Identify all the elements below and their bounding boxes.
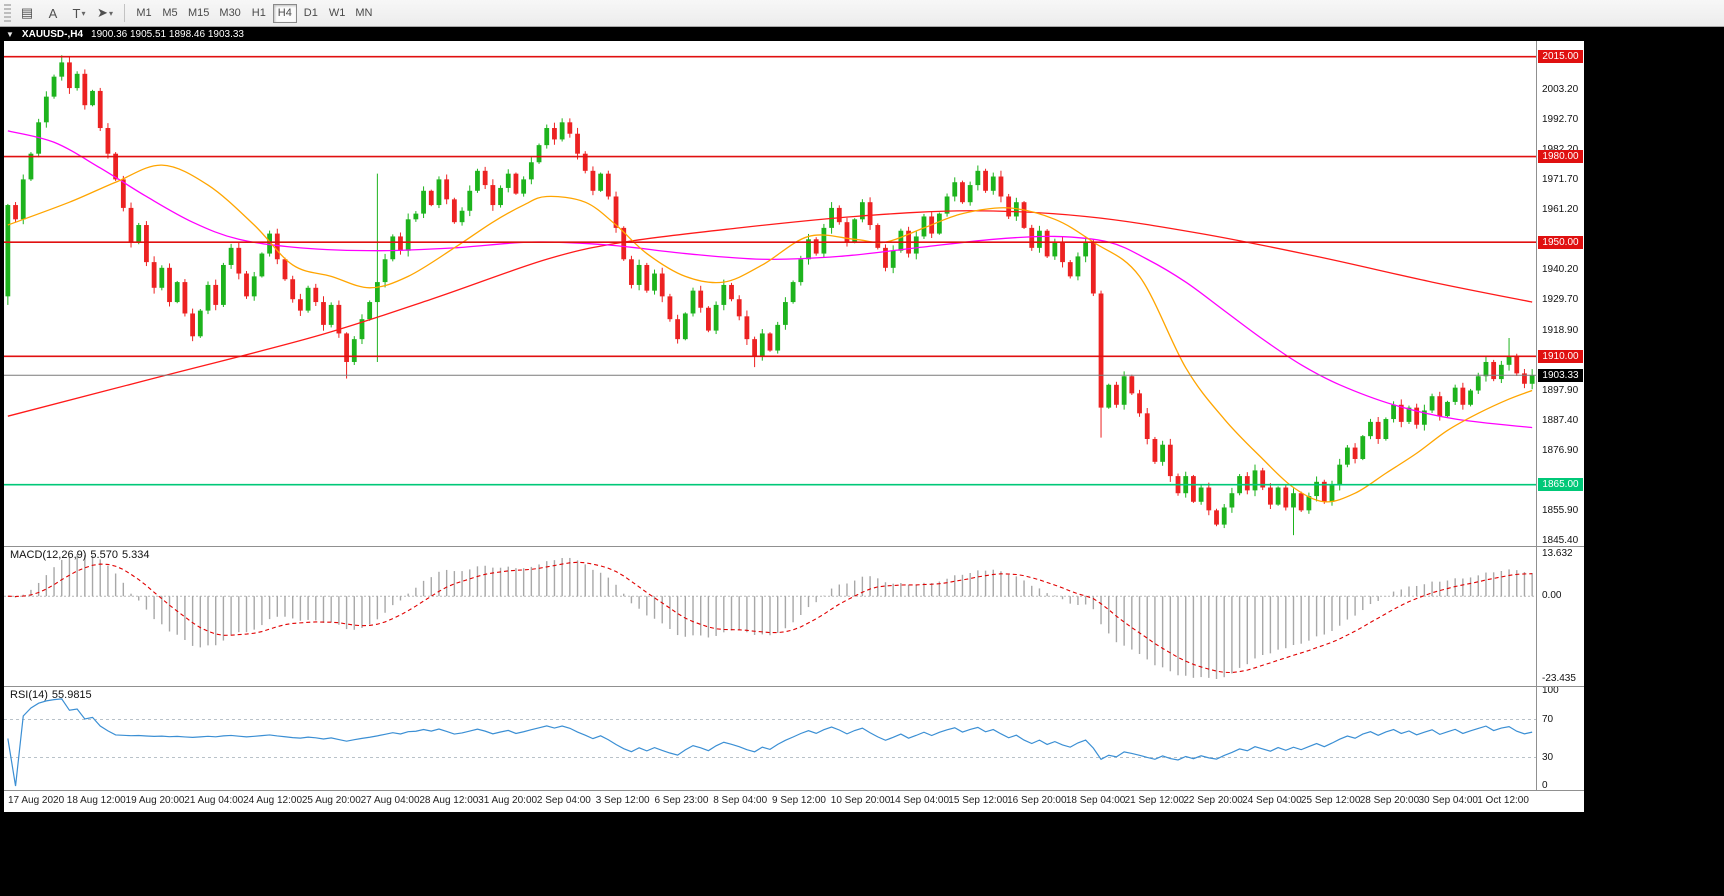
time-axis[interactable]: 17 Aug 2020 18 Aug 12:00 19 Aug 20:00 21 Au…	[4, 790, 1584, 812]
timeframe-button-w1[interactable]: W1	[328, 6, 346, 19]
rsi-axis[interactable]: 100 70 30 0	[1536, 686, 1584, 790]
macd-min-label: -23.435	[1542, 673, 1576, 684]
price-tick-label: 1940.20	[1542, 264, 1579, 276]
price-tick-label: 1971.70	[1542, 174, 1579, 186]
time-tick-label: 16 Sep 20:00	[1007, 795, 1067, 806]
time-tick-label: 3 Sep 12:00	[595, 795, 650, 806]
timeframes-group: M1 M5 M15 M30 H1 H4 D1 W1 MN	[131, 3, 377, 23]
macd-axis[interactable]: 13.632 0.00 -23.435	[1536, 546, 1584, 686]
current-price-tag: 1903.33	[1538, 368, 1583, 382]
rsi-panel[interactable]: RSI(14) 55.9815	[4, 686, 1536, 790]
time-tick-label: 21 Sep 12:00	[1124, 795, 1185, 806]
dropdown-caret-icon: ▾	[108, 8, 113, 18]
price-tick-label: 1961.20	[1542, 204, 1579, 216]
line-price-tag: 2015.00	[1538, 50, 1583, 64]
macd-label: MACD(12,26,9) 5.570 5.334	[10, 549, 150, 561]
rsi-100-label: 100	[1542, 686, 1559, 696]
time-tick-label: 28 Aug 12:00	[419, 795, 479, 806]
main-price-chart[interactable]	[4, 41, 1536, 546]
time-tick-label: 28 Sep 20:00	[1359, 795, 1420, 806]
price-tick-label: 1876.90	[1542, 444, 1579, 456]
chart-ohlc-readout: 1900.36 1905.51 1898.46 1903.33	[91, 29, 244, 40]
macd-chart[interactable]	[4, 547, 1536, 686]
time-tick-label: 9 Sep 12:00	[772, 795, 826, 806]
top-toolbar: ▤ A T ▾ ➤ ▾ M1 M5 M15 M30 H1 H4 D1 W1 MN	[0, 0, 1724, 27]
price-tick-label: 2003.20	[1542, 84, 1579, 96]
macd-zero-label: 0.00	[1542, 590, 1562, 602]
time-tick-label: 8 Sep 04:00	[713, 795, 768, 806]
ma-slow-red	[7, 210, 1533, 417]
time-tick-label: 18 Sep 04:00	[1065, 795, 1126, 806]
time-tick-label: 31 Aug 20:00	[478, 795, 538, 806]
price-tick-label: 1918.90	[1542, 324, 1579, 336]
line-price-tag: 1980.00	[1538, 150, 1583, 164]
time-tick-label: 19 Aug 20:00	[125, 795, 185, 806]
timeframe-button-d1[interactable]: D1	[303, 6, 318, 19]
timeframe-button-h4[interactable]: H4	[272, 3, 297, 23]
line-price-tag: 1865.00	[1538, 478, 1583, 492]
price-tick-label: 1897.90	[1542, 384, 1579, 396]
time-tick-label: 6 Sep 23:00	[654, 795, 709, 806]
price-tick-label: 1855.90	[1542, 504, 1579, 516]
ma-fast-orange	[7, 164, 1533, 503]
chart-window-icon[interactable]: ▤	[20, 5, 34, 20]
line-price-tag: 1950.00	[1538, 235, 1583, 249]
time-tick-label: 17 Aug 2020	[8, 795, 65, 806]
rsi-30-label: 30	[1542, 751, 1554, 763]
time-tick-label: 2 Sep 04:00	[536, 795, 591, 806]
time-tick-label: 14 Sep 04:00	[889, 795, 950, 806]
line-price-tag: 1910.00	[1538, 349, 1583, 363]
time-tick-label: 21 Aug 04:00	[184, 795, 244, 806]
time-tick-label: 30 Sep 04:00	[1418, 795, 1478, 806]
toolbar-separator	[124, 4, 125, 22]
candles-group	[5, 55, 1535, 536]
price-tick-label: 1992.70	[1542, 114, 1579, 126]
timeframe-button-m5[interactable]: M5	[162, 6, 178, 19]
price-tick-label: 1929.70	[1542, 294, 1579, 306]
price-tick-label: 1887.40	[1542, 414, 1579, 426]
price-tick-label: 1982.20	[1542, 144, 1578, 156]
collapse-chart-icon[interactable]: ▼	[6, 30, 14, 39]
macd-histogram	[14, 554, 1533, 679]
price-axis[interactable]: 2003.20 1992.70 1982.20 1971.70 1961.20 1940.…	[1536, 41, 1584, 546]
time-tick-label: 22 Sep 20:00	[1183, 795, 1243, 806]
chart-symbol-period: XAUUSD-,H4	[21, 29, 84, 40]
timeframe-button-h1[interactable]: H1	[251, 6, 266, 19]
rsi-0-label: 0	[1542, 780, 1548, 790]
timeframe-button-m1[interactable]: M1	[136, 6, 152, 19]
dropdown-caret-icon: ▾	[81, 8, 86, 18]
text-annotation-icon[interactable]: A	[48, 5, 58, 21]
price-chart-panel[interactable]	[4, 41, 1536, 546]
time-tick-label: 15 Sep 12:00	[948, 795, 1008, 806]
timeframe-button-m15[interactable]: M15	[188, 6, 210, 19]
rsi-label: RSI(14) 55.9815	[10, 689, 92, 701]
time-tick-label: 1 Oct 12:00	[1477, 795, 1529, 806]
time-tick-label: 18 Aug 12:00	[66, 795, 126, 806]
macd-max-label: 13.632	[1542, 548, 1573, 559]
macd-panel[interactable]: MACD(12,26,9) 5.570 5.334	[4, 546, 1536, 686]
text-label-icon[interactable]: T ▾	[72, 5, 86, 21]
chart-title-bar: ▼ XAUUSD-,H4 1900.36 1905.51 1898.46 190…	[0, 28, 1724, 41]
time-tick-label: 24 Aug 12:00	[243, 795, 303, 806]
time-tick-label: 24 Sep 04:00	[1242, 795, 1302, 806]
rsi-line	[7, 698, 1533, 787]
ma-mid-magenta	[7, 130, 1533, 429]
line-studies-group: ▤ A T ▾ ➤ ▾	[14, 2, 118, 25]
rsi-70-label: 70	[1542, 713, 1554, 725]
time-tick-label: 25 Aug 20:00	[301, 795, 361, 806]
toolbar-drag-handle[interactable]	[4, 4, 11, 22]
arrow-objects-icon[interactable]: ➤ ▾	[97, 5, 113, 20]
timeframe-button-m30[interactable]: M30	[219, 6, 241, 19]
rsi-chart[interactable]	[4, 687, 1536, 790]
time-tick-label: 27 Aug 04:00	[360, 795, 420, 806]
timeframe-button-mn[interactable]: MN	[355, 6, 373, 19]
time-tick-label: 25 Sep 12:00	[1300, 795, 1361, 806]
time-tick-label: 10 Sep 20:00	[830, 795, 891, 806]
macd-signal-line	[7, 561, 1533, 674]
price-tick-label: 1845.40	[1542, 534, 1579, 546]
